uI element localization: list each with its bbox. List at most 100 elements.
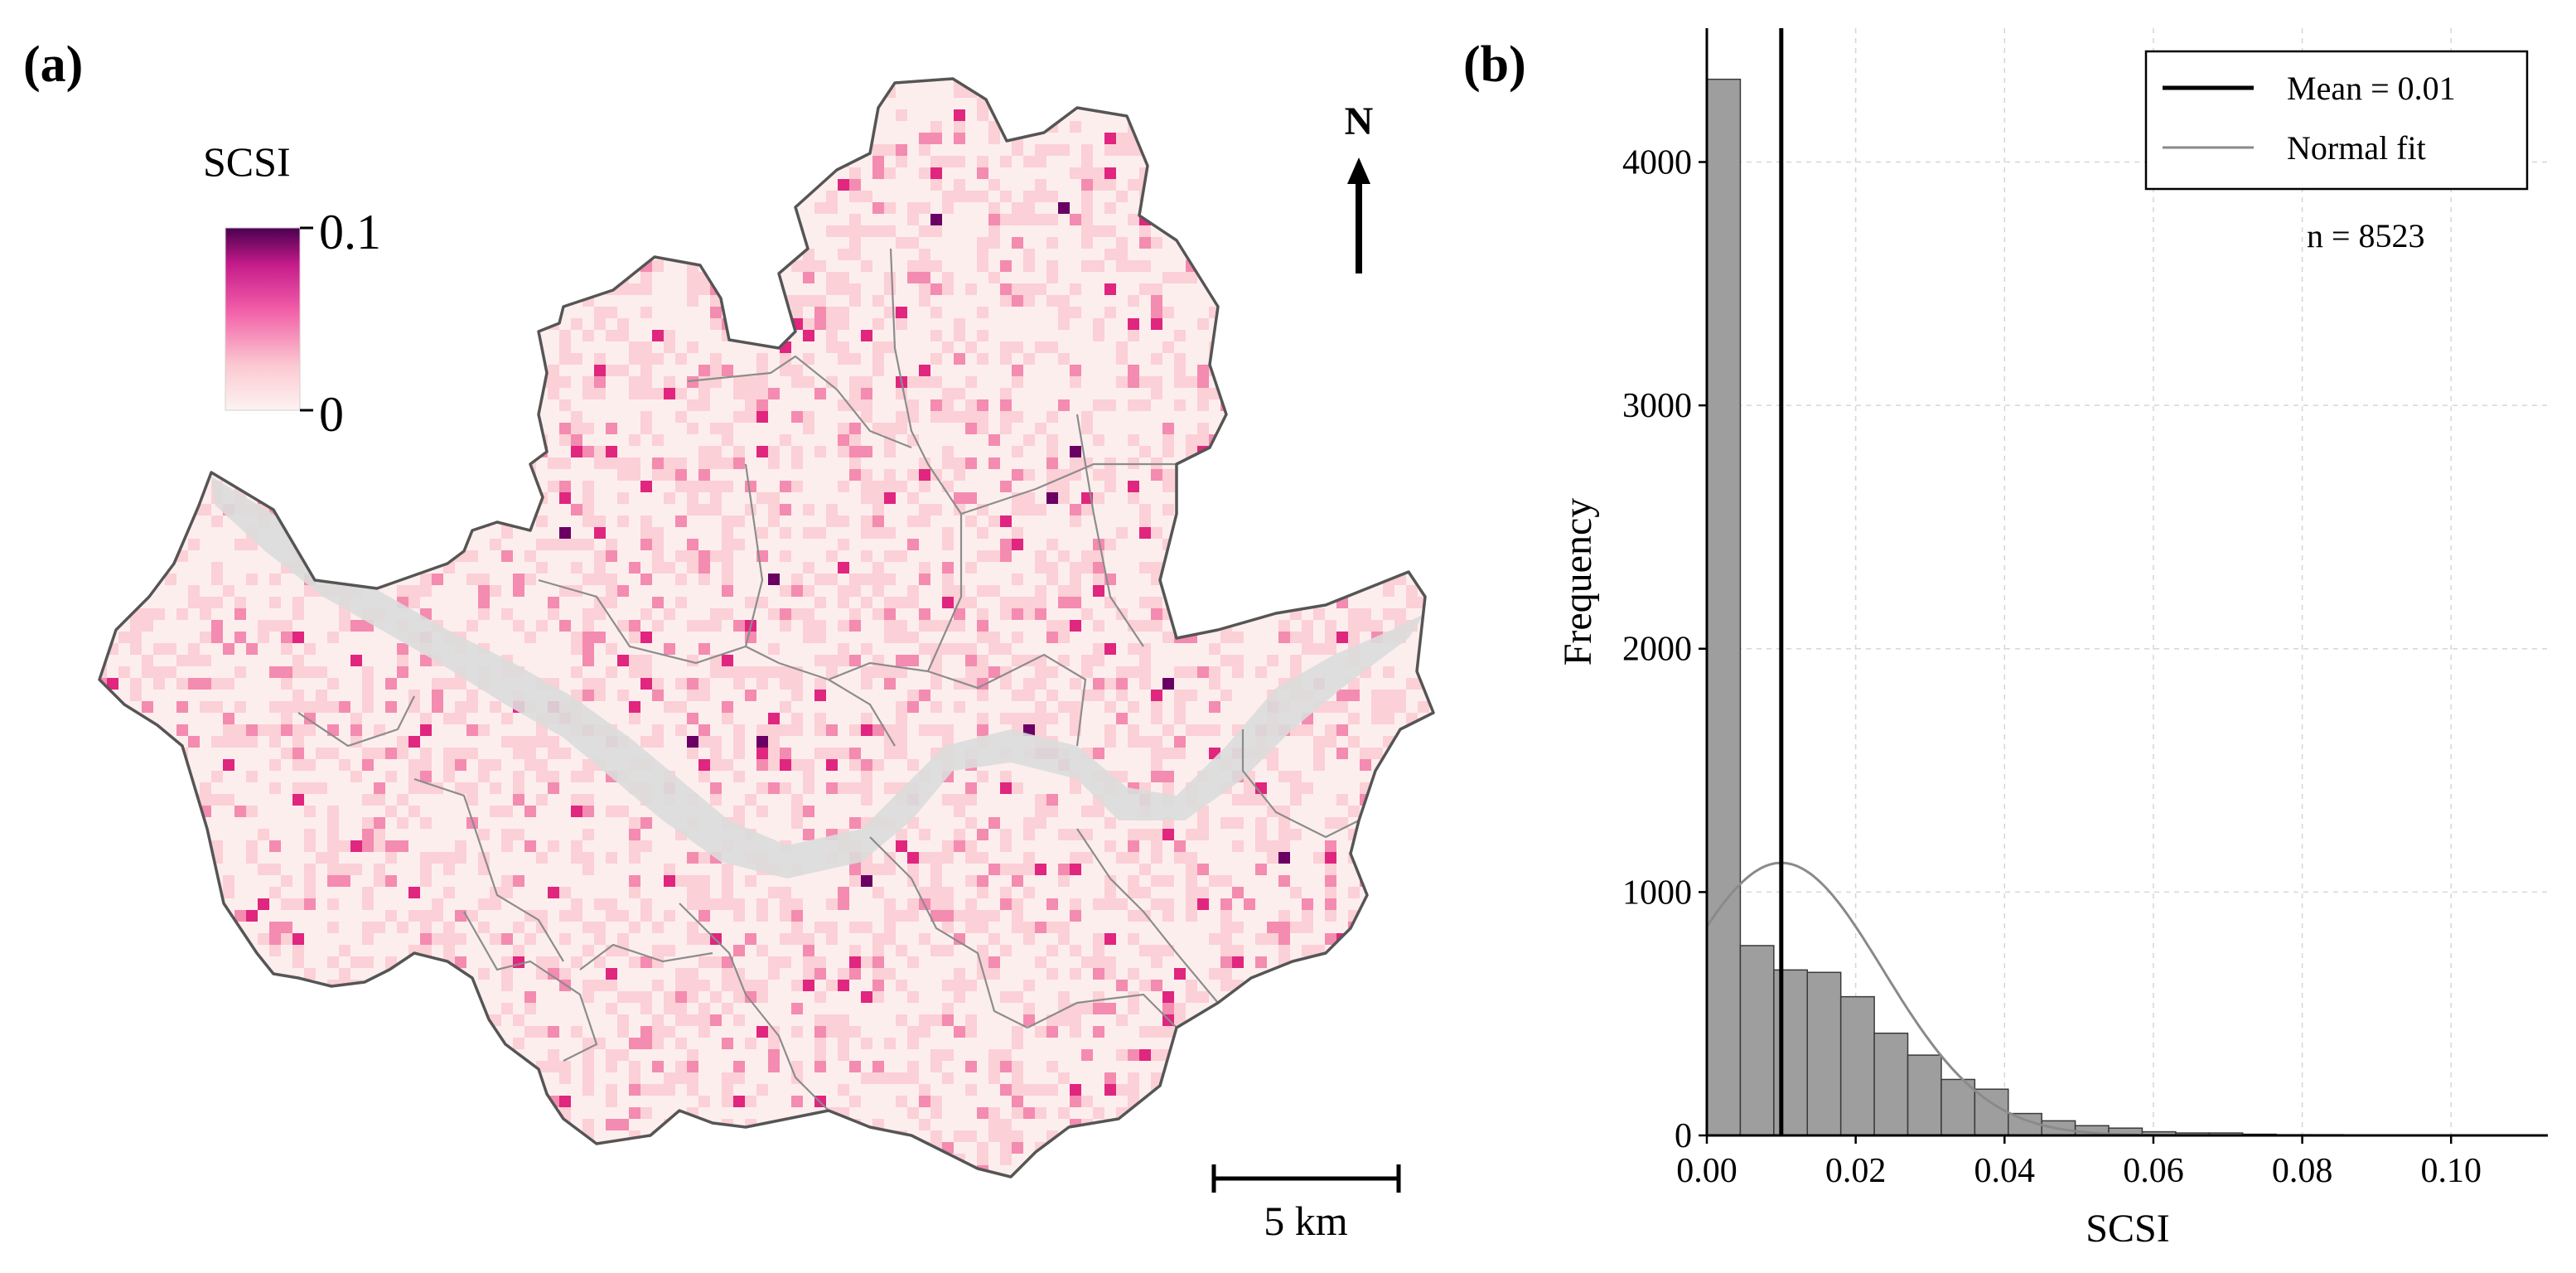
map-cell	[629, 353, 640, 365]
map-cell	[432, 295, 443, 307]
map-cell	[304, 1072, 316, 1084]
map-cell	[269, 759, 281, 771]
map-cell	[374, 121, 385, 133]
map-cell	[617, 991, 629, 1003]
map-cell	[1070, 121, 1081, 133]
map-cell	[872, 956, 884, 968]
map-cell	[617, 806, 629, 817]
map-cell	[582, 620, 594, 632]
map-cell	[432, 225, 443, 237]
x-tick-label: 0.06	[2123, 1152, 2184, 1190]
map-cell	[1093, 167, 1104, 179]
district-line-14	[869, 836, 1028, 1029]
map-cell	[617, 457, 629, 469]
map-cell	[710, 423, 722, 434]
map-cell	[1209, 1049, 1220, 1061]
map-cell	[1325, 527, 1336, 539]
map-cell	[1093, 898, 1104, 910]
map-cell	[292, 597, 304, 608]
map-cell	[316, 1003, 327, 1014]
map-cell	[896, 1072, 907, 1084]
map-cell	[118, 411, 130, 423]
map-cell	[1371, 469, 1383, 481]
map-cell	[768, 515, 780, 527]
map-cell	[362, 295, 374, 307]
map-cell	[1058, 991, 1070, 1003]
map-cell	[1406, 191, 1418, 202]
map-cell	[501, 550, 513, 562]
map-cell	[629, 956, 640, 968]
map-cell	[722, 864, 733, 875]
map-cell	[1302, 782, 1313, 794]
map-cell	[478, 1154, 490, 1165]
map-cell	[861, 864, 872, 875]
map-cell	[930, 1130, 942, 1142]
map-cell	[606, 1165, 617, 1177]
map-cell	[1128, 330, 1139, 341]
map-cell	[1255, 109, 1267, 121]
map-cell	[826, 121, 838, 133]
map-cell	[722, 655, 733, 666]
map-cell	[1139, 736, 1151, 748]
map-cell	[1313, 852, 1325, 864]
map-cell	[153, 399, 165, 411]
map-cell	[733, 446, 745, 457]
map-cell	[1012, 98, 1023, 109]
map-cell	[466, 748, 478, 759]
map-cell	[594, 562, 606, 574]
map-cell	[1406, 446, 1418, 457]
map-cell	[675, 701, 687, 713]
map-cell	[606, 585, 617, 597]
map-cell	[803, 353, 814, 365]
map-cell	[652, 527, 664, 539]
map-cell	[687, 86, 698, 98]
map-cell	[130, 817, 142, 829]
map-cell	[142, 724, 153, 736]
map-cell	[478, 574, 490, 585]
map-cell	[629, 1061, 640, 1072]
map-cell	[1162, 214, 1174, 225]
map-cell	[443, 272, 455, 283]
map-cell	[1255, 144, 1267, 156]
map-cell	[710, 214, 722, 225]
map-cell	[1012, 1061, 1023, 1072]
map-cell	[1023, 1084, 1035, 1096]
map-cell	[838, 318, 849, 330]
map-cell	[1336, 1084, 1348, 1096]
map-cell	[1290, 527, 1302, 539]
map-cell	[1232, 1142, 1244, 1154]
map-cell	[687, 690, 698, 701]
map-cell	[872, 980, 884, 991]
map-cell	[153, 736, 165, 748]
map-cell	[1232, 469, 1244, 481]
map-cell	[687, 550, 698, 562]
map-cell	[269, 457, 281, 469]
map-cell	[327, 376, 339, 388]
map-cell	[1313, 446, 1325, 457]
map-cell	[594, 933, 606, 945]
map-cell	[965, 1084, 977, 1096]
map-cell	[988, 457, 1000, 469]
map-cell	[362, 759, 374, 771]
map-cell	[466, 388, 478, 399]
map-cell	[559, 887, 571, 898]
map-cell	[1244, 1003, 1255, 1014]
map-cell	[884, 597, 896, 608]
map-cell	[594, 690, 606, 701]
map-cell	[780, 887, 791, 898]
map-cell	[455, 840, 466, 852]
map-cell	[432, 1072, 443, 1084]
x-tick-label: 0.08	[2272, 1152, 2333, 1190]
map-cell	[339, 121, 350, 133]
map-cell	[443, 945, 455, 956]
map-cell	[954, 980, 965, 991]
map-cell	[838, 1038, 849, 1049]
map-cell	[698, 237, 710, 249]
map-cell	[107, 109, 118, 121]
map-cell	[362, 666, 374, 678]
map-cell	[965, 515, 977, 527]
histogram-bar	[1773, 969, 1809, 1136]
map-cell	[768, 388, 780, 399]
map-cell	[432, 133, 443, 144]
map-cell	[722, 1142, 733, 1154]
